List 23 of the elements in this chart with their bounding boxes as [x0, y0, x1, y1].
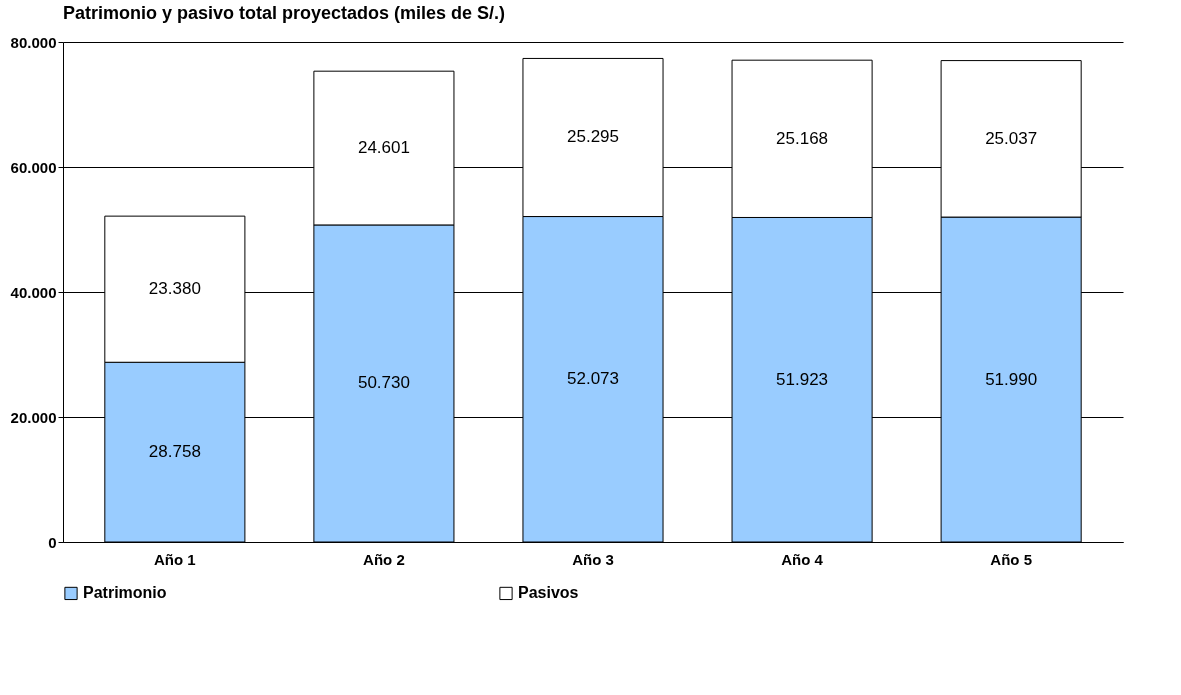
legend-label: Pasivos: [518, 584, 579, 602]
data-label: 23.380: [148, 279, 201, 299]
y-tick-label: 20.000: [10, 408, 57, 426]
y-tick-label: 0: [48, 533, 57, 551]
x-tick-label: Año 1: [154, 550, 196, 568]
data-label: 52.073: [567, 369, 619, 389]
legend-label: Patrimonio: [83, 584, 167, 602]
data-label: 51.923: [776, 369, 829, 389]
data-label: 24.601: [357, 138, 410, 158]
data-label: 25.295: [567, 127, 619, 147]
y-tick-label: 60.000: [10, 158, 57, 176]
x-tick-label: Año 4: [781, 550, 824, 568]
x-tick-label: Año 5: [990, 550, 1032, 568]
x-tick-label: Año 3: [572, 550, 614, 568]
data-label: 51.990: [985, 369, 1038, 389]
data-label: 50.730: [357, 373, 410, 393]
chart-title: Patrimonio y pasivo total proyectados (miles de S/.): [63, 3, 506, 23]
x-tick-label: Año 2: [363, 550, 405, 568]
y-tick-label: 80.000: [10, 33, 57, 51]
data-label: 25.037: [985, 128, 1038, 148]
data-label: 28.758: [148, 442, 201, 462]
data-label: 25.168: [776, 128, 829, 148]
y-tick-label: 40.000: [10, 283, 57, 301]
